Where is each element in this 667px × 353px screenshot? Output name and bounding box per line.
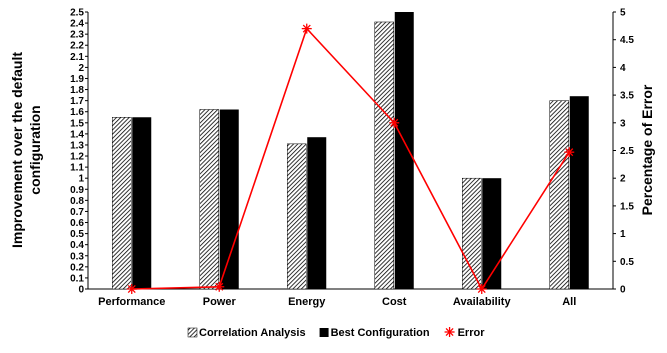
y2-tick-label: 2.5: [620, 146, 634, 157]
y-tick-label: 0.8: [70, 196, 84, 207]
y-tick-label: 2: [78, 63, 84, 74]
bar-correlation-analysis: [374, 21, 394, 290]
x-tick-label: Power: [203, 296, 237, 308]
bar-best-configuration: [307, 137, 327, 289]
bar-best-configuration: [219, 109, 239, 289]
error-point: [476, 284, 487, 294]
bar-best-configuration: [132, 117, 152, 289]
x-tick-label: Energy: [288, 296, 326, 308]
y2-tick-label: 3.5: [620, 91, 634, 102]
y2-tick-label: 5: [620, 8, 626, 19]
bar-best-configuration: [569, 96, 589, 289]
y-tick-label: 1.6: [70, 107, 84, 118]
y-tick-label: 2.4: [70, 19, 84, 30]
bar-correlation-analysis: [287, 143, 307, 290]
legend-swatch-best-configuration: [319, 328, 329, 337]
y2-tick-label: 3: [620, 118, 626, 129]
x-tick-label: Cost: [382, 296, 407, 308]
y-tick-label: 1: [78, 174, 84, 185]
y-tick-label: 2.2: [70, 41, 84, 52]
bar-correlation-analysis: [199, 109, 219, 290]
bar-correlation-analysis: [549, 100, 569, 290]
legend-label: Error: [458, 327, 486, 339]
legend-swatch-error: [444, 327, 455, 337]
plot-area: 00.10.20.30.40.50.60.70.80.911.11.21.31.…: [70, 8, 634, 309]
bar-correlation-analysis: [112, 117, 132, 290]
bar-correlation-analysis: [462, 177, 482, 290]
y-tick-label: 0.9: [70, 185, 84, 196]
y-tick-label: 1.2: [70, 152, 84, 163]
legend-swatch-correlation-analysis: [187, 327, 198, 338]
y2-axis-title: Percentage of Error: [639, 84, 655, 215]
y-tick-label: 0.3: [70, 251, 84, 262]
y-axis-title-line-1: Improvement over the default: [9, 52, 25, 248]
y2-tick-label: 0: [620, 285, 626, 296]
y-tick-label: 1.1: [70, 163, 84, 174]
legend-label: Best Configuration: [331, 327, 430, 339]
y-tick-label: 0.2: [70, 262, 84, 273]
y-tick-label: 0.4: [70, 240, 84, 251]
y-tick-label: 1.9: [70, 74, 84, 85]
y2-tick-label: 2: [620, 174, 626, 185]
error-point: [301, 23, 312, 34]
error-point: [389, 117, 400, 128]
y-tick-label: 2.5: [70, 8, 84, 19]
y2-tick-label: 1: [620, 229, 626, 240]
legend: Correlation Analysis Best Configuration Er…: [187, 327, 486, 339]
y2-tick-label: 4.5: [620, 35, 634, 46]
y-tick-label: 0.6: [70, 218, 84, 229]
legend-label: Correlation Analysis: [199, 327, 306, 339]
y-tick-label: 0: [78, 285, 84, 296]
y-tick-label: 1.3: [70, 140, 84, 151]
y-tick-label: 2.3: [70, 30, 84, 41]
y-tick-label: 0.5: [70, 229, 84, 240]
y-axis-title: Improvement over the default configurati…: [9, 52, 43, 248]
y2-tick-label: 4: [620, 63, 626, 74]
bar-best-configuration: [482, 178, 502, 289]
error-point: [126, 284, 137, 294]
y-tick-label: 1.8: [70, 85, 84, 96]
bar-best-configuration: [394, 12, 414, 289]
x-tick-label: Availability: [453, 296, 512, 308]
y2-tick-label: 1.5: [620, 201, 634, 212]
y-axis-title-line-2: configuration: [27, 105, 43, 194]
y-tick-label: 2.1: [70, 52, 84, 63]
y-tick-label: 1.5: [70, 118, 84, 129]
error-point: [564, 147, 575, 158]
error-point: [214, 281, 225, 292]
y2-tick-label: 0.5: [620, 257, 634, 268]
y-tick-label: 1.7: [70, 96, 84, 107]
x-tick-label: Performance: [98, 296, 165, 308]
x-tick-label: All: [562, 296, 576, 308]
error-series-line: [131, 27, 570, 291]
y-tick-label: 0.7: [70, 207, 84, 218]
y-tick-label: 0.1: [70, 273, 84, 284]
y-tick-label: 1.4: [70, 129, 84, 140]
